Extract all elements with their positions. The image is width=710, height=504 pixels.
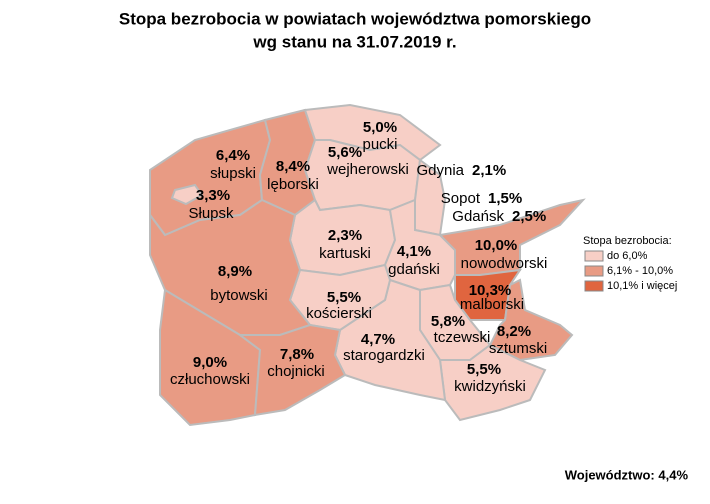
region-name: wejherowski [326,161,409,178]
region [159,288,262,427]
region-rate: 5,5% [327,289,361,306]
region-rate: 3,3% [196,187,230,204]
region [383,198,456,292]
region-rate: 4,7% [361,331,395,348]
region-rate: 8,4% [276,158,310,175]
region-name: kwidzyński [454,378,526,395]
region-name: kościerski [306,305,372,322]
region-name: słupski [210,165,256,182]
title: Stopa bezrobocia w powiatach województwa… [119,9,591,28]
region-name: lęborski [267,176,319,193]
region-name: kartuski [319,245,371,262]
region-rate: 5,6% [328,144,362,161]
region-name: tczewski [434,329,491,346]
region-name: pucki [362,136,397,153]
region [170,183,204,206]
region-rate: 10,0% [475,237,518,254]
legend-title: Stopa bezrobocia: [583,235,672,247]
region-rate: 6,4% [216,147,250,164]
legend-label: 10,1% i więcej [607,280,677,292]
legend-swatch [584,265,604,277]
region-rate: 4,1% [397,243,431,260]
region-name: chojnicki [267,363,325,380]
title: wg stanu na 31.07.2019 r. [252,32,456,51]
region-name: gdański [388,261,440,278]
legend-label: do 6,0% [607,250,648,262]
region-name: nowodworski [461,255,548,272]
region-name: malborski [460,296,524,313]
region-name: człuchowski [170,371,250,388]
footer: Województwo: 4,4% [565,467,689,482]
region-rate: 9,0% [193,354,227,371]
city-name: Sopot [441,190,481,207]
region-rate: 7,8% [280,346,314,363]
region-rate: 5,0% [363,119,397,136]
region [437,198,586,276]
legend-label: 6,1% - 10,0% [607,265,673,277]
legend-swatch [584,250,604,262]
regions [149,103,586,427]
region-rate: 5,8% [431,313,465,330]
region-rate: 8,2% [497,323,531,340]
city-rate: 1,5% [488,190,522,207]
city-name: Gdańsk [452,208,504,225]
region-name: starogardzki [343,347,425,364]
region-name: Słupsk [188,205,234,222]
city-rate: 2,5% [512,208,546,225]
region [237,323,347,417]
region-rate: 10,3% [469,282,512,299]
region [438,343,547,422]
city-name: Gdynia [416,162,464,179]
legend-swatch [584,280,604,292]
region-rate: 8,9% [218,263,252,280]
city-rate: 2,1% [472,162,506,179]
region-name: sztumski [489,340,547,357]
region-rate: 2,3% [328,227,362,244]
region [488,278,574,362]
region-rate: 5,5% [467,361,501,378]
region-name: bytowski [210,287,268,304]
